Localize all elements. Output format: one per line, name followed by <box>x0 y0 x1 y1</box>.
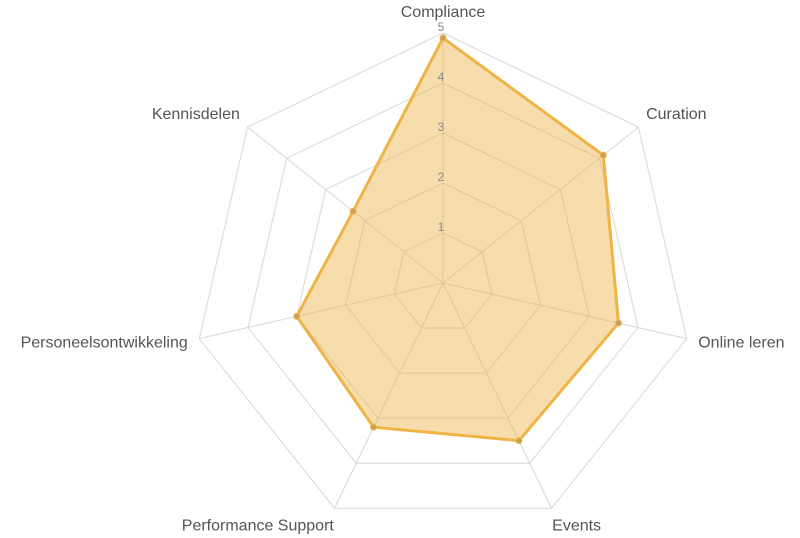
grid-line <box>296 132 590 419</box>
data-point <box>293 312 301 320</box>
category-label: Kennisdelen <box>152 106 240 123</box>
r-tick-label: 4 <box>438 70 445 84</box>
data-point <box>439 34 447 42</box>
category-label: Compliance <box>401 4 486 21</box>
category-label: Online leren <box>698 334 784 351</box>
category-label: Events <box>552 517 601 534</box>
r-tick-label: 5 <box>438 20 445 34</box>
category-label: Curation <box>646 106 706 123</box>
grid-line <box>344 182 542 374</box>
data-area <box>295 36 620 443</box>
category-label: Performance Support <box>182 517 335 534</box>
grid-line <box>198 32 688 509</box>
r-tick-label: 1 <box>438 220 445 234</box>
spoke <box>199 282 444 340</box>
data-point <box>614 319 622 327</box>
data-point <box>349 207 357 215</box>
spoke <box>442 282 687 340</box>
spoke <box>247 126 444 284</box>
data-point <box>599 151 607 159</box>
r-tick-label: 2 <box>438 170 445 184</box>
data-point <box>370 423 378 431</box>
category-label: Personeelsontwikkeling <box>21 334 188 351</box>
data-point <box>515 437 523 445</box>
spoke <box>334 282 444 509</box>
grid-line <box>393 232 493 329</box>
spoke <box>442 282 552 509</box>
r-tick-label: 3 <box>438 120 445 134</box>
